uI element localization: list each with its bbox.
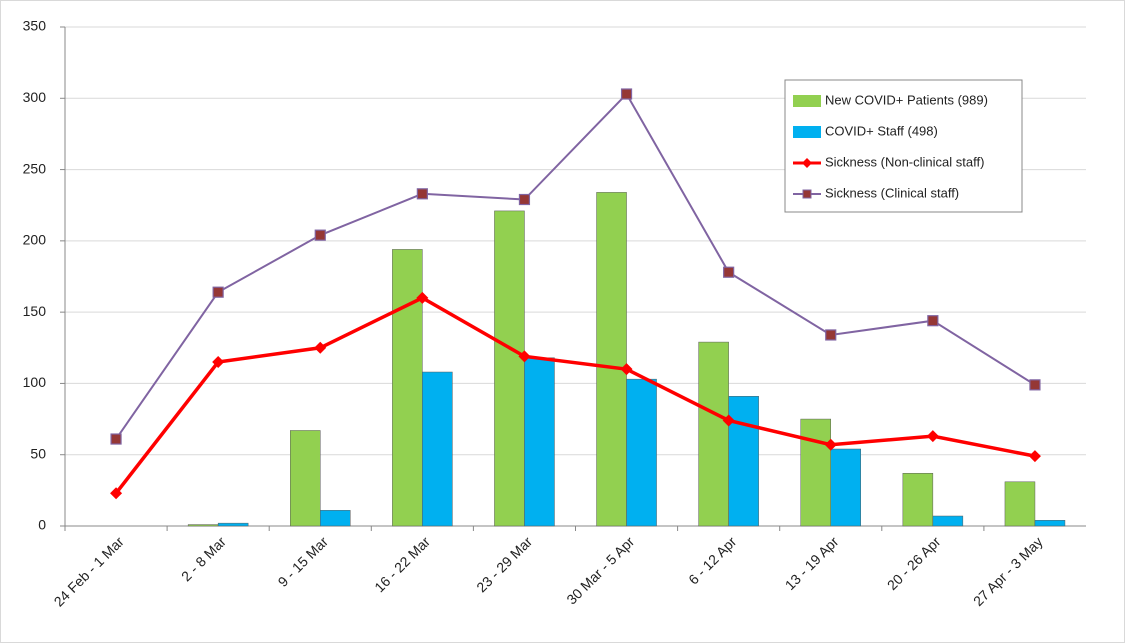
line-marker (518, 193, 531, 206)
legend-marker (802, 189, 812, 199)
line-marker (723, 266, 735, 278)
bar (494, 210, 525, 527)
y-tick-label: 250 (23, 160, 47, 176)
line-marker (927, 315, 939, 327)
y-tick-label: 300 (23, 89, 47, 105)
line-marker (110, 487, 123, 500)
line (114, 295, 1036, 495)
bar (728, 396, 759, 527)
line-marker (416, 188, 428, 200)
legend-label: Sickness (Clinical staff) (825, 185, 959, 200)
y-tick-label: 350 (23, 18, 47, 34)
bar (290, 430, 321, 527)
bar (422, 371, 453, 527)
y-tick-label: 200 (23, 232, 47, 248)
line-marker (1028, 450, 1041, 463)
line (115, 92, 1036, 440)
bar (932, 515, 964, 527)
bar (1034, 520, 1066, 527)
y-tick-label: 150 (23, 303, 47, 319)
bar (830, 448, 861, 527)
bar (217, 522, 249, 527)
bar (902, 472, 934, 527)
line-marker (824, 438, 837, 451)
line-marker (314, 229, 326, 241)
line-marker (926, 430, 939, 443)
line-marker (825, 329, 837, 341)
line-marker (620, 88, 633, 100)
line-marker (416, 291, 429, 304)
bar (1004, 481, 1036, 527)
bar (392, 249, 423, 527)
legend-swatch (793, 126, 821, 138)
bar (187, 524, 219, 527)
line-marker (518, 350, 531, 363)
legend-swatch (793, 95, 821, 107)
line-marker (212, 286, 224, 298)
line-marker (212, 356, 225, 369)
legend-marker (802, 158, 812, 168)
y-tick-label: 0 (38, 517, 46, 533)
legend-box (784, 79, 1023, 213)
bar (800, 418, 831, 527)
bar (596, 192, 627, 527)
bar (698, 341, 729, 527)
line-marker (110, 433, 122, 445)
y-tick-label: 100 (23, 374, 47, 390)
line-marker (1029, 379, 1041, 391)
legend-label: New COVID+ Patients (989) (825, 92, 988, 107)
line-marker (722, 414, 735, 427)
bar (524, 357, 555, 527)
line-marker (620, 363, 633, 376)
legend-label: Sickness (Non-clinical staff) (825, 154, 984, 169)
line-marker (314, 341, 327, 354)
bar (626, 378, 657, 527)
bar (320, 510, 351, 527)
legend: New COVID+ Patients (989) COVID+ Staff (4… (784, 79, 1023, 213)
legend-label: COVID+ Staff (498) (825, 123, 938, 138)
y-tick-label: 50 (30, 445, 46, 461)
